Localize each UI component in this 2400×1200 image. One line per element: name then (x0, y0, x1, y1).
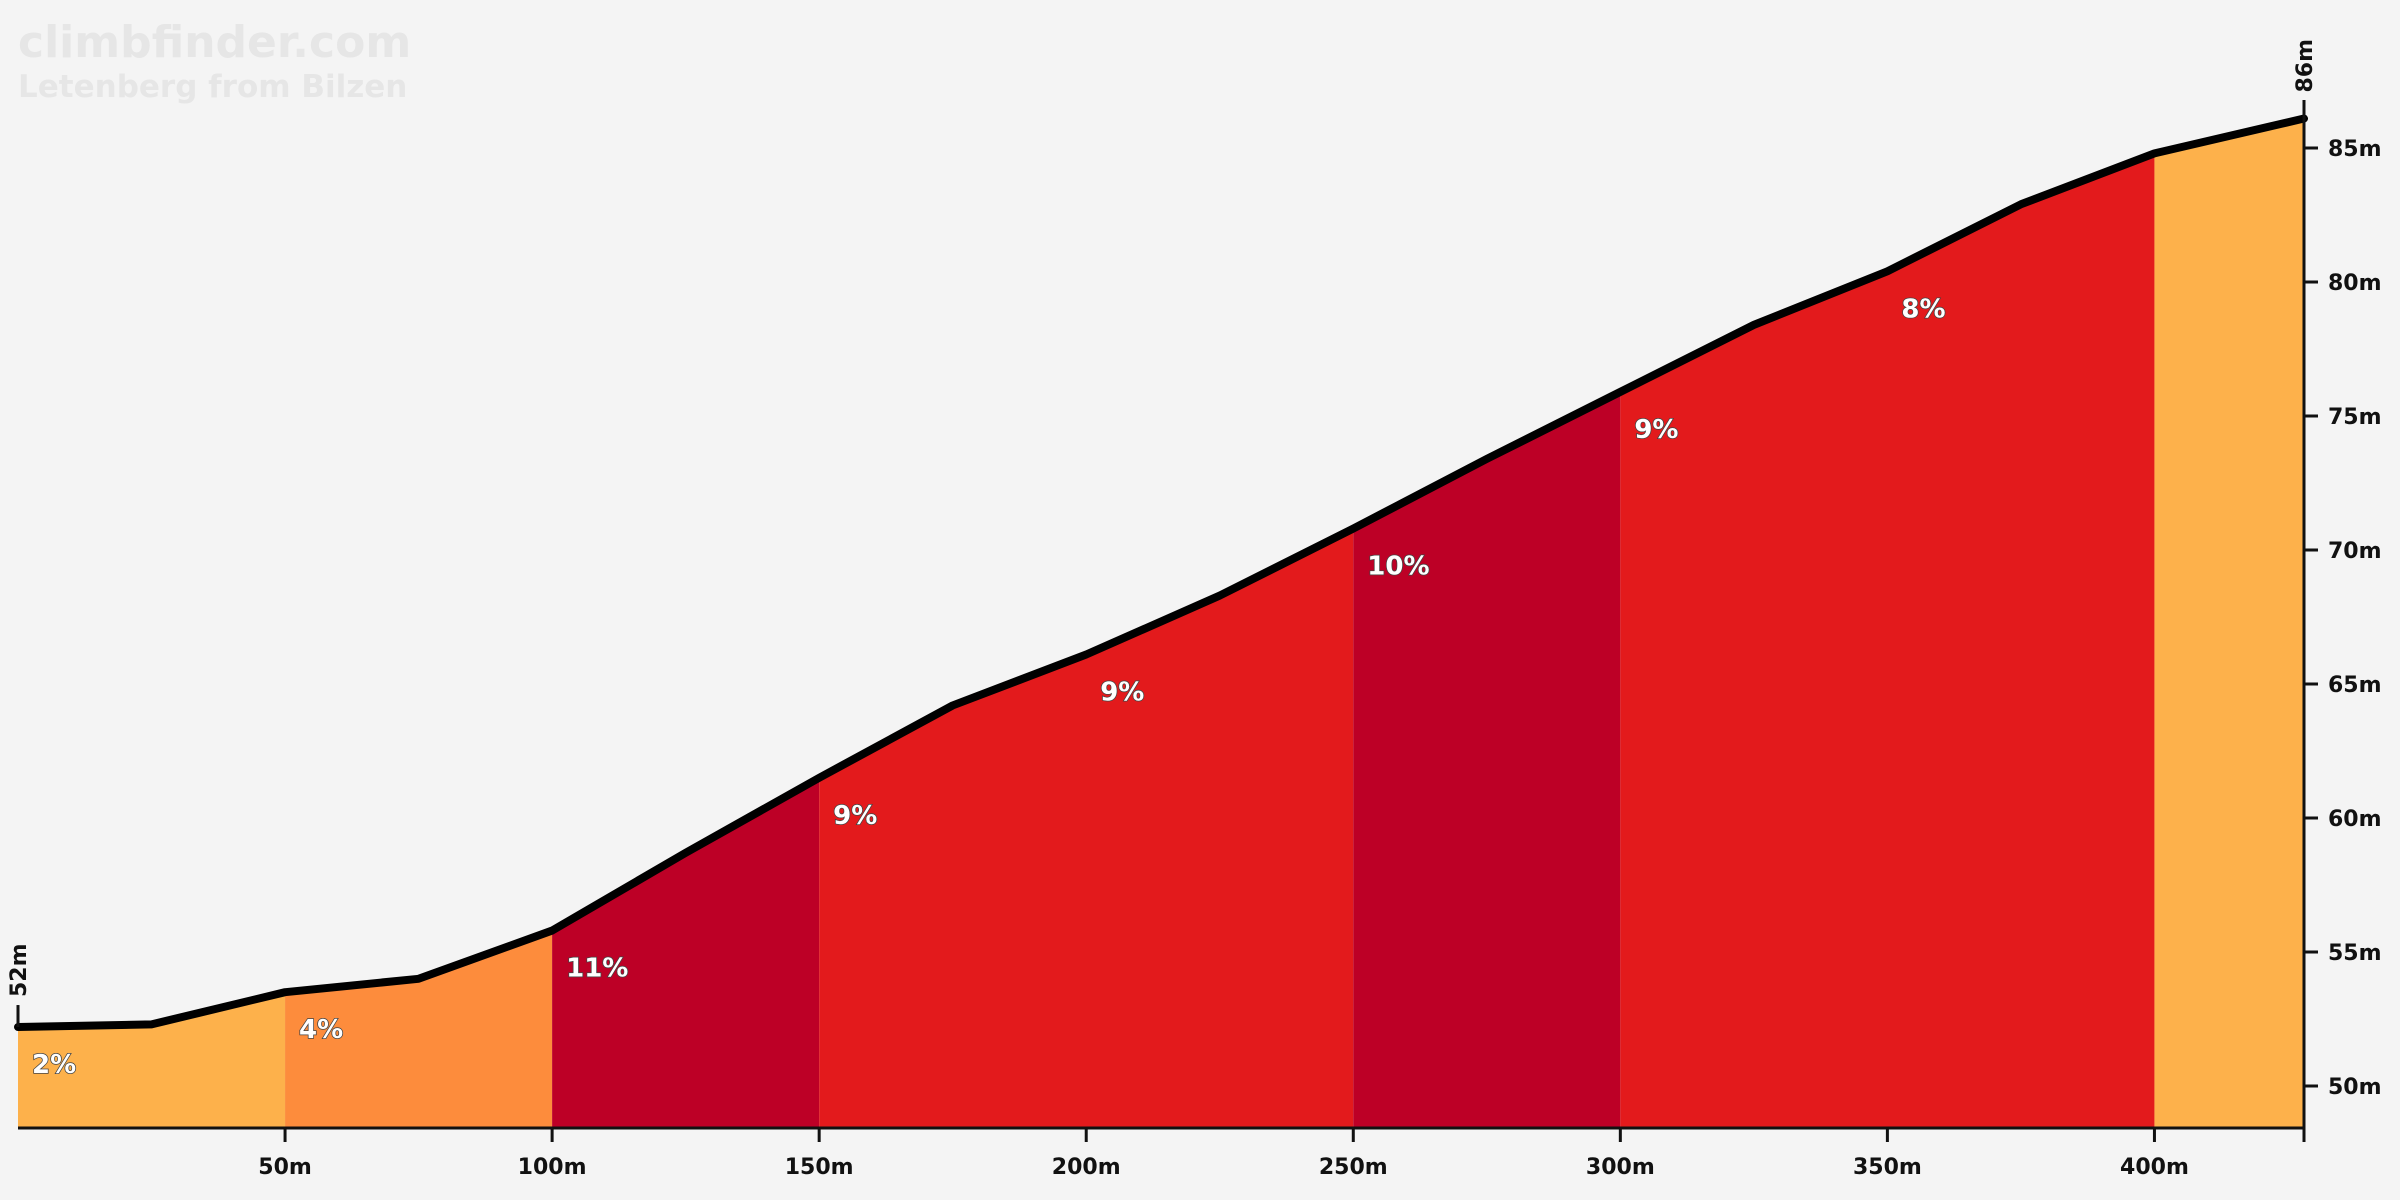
grade-segment-3 (552, 777, 820, 1128)
x-tick-label: 350m (1853, 1155, 1922, 1180)
y-tick-label: 60m (2328, 807, 2382, 832)
profile-line (14, 114, 2308, 1032)
profile-line-group (14, 114, 2308, 1032)
grade-label: 9% (1100, 678, 1144, 708)
y-tick-label: 80m (2328, 271, 2382, 296)
axes: 50m 100m 150m 200m 250m 300m 350m 400m 50m 55m 60m… (7, 39, 2382, 1180)
grade-segment-4 (819, 528, 1354, 1128)
grade-segment-2 (285, 930, 553, 1128)
grade-label: 9% (833, 801, 877, 831)
grade-label: 2% (32, 1050, 76, 1080)
grade-label: 4% (299, 1015, 343, 1045)
x-tick-label: 50m (258, 1155, 312, 1180)
grade-segment-5 (1353, 391, 1621, 1128)
x-tick-label: 300m (1586, 1155, 1655, 1180)
grade-segment-7 (2154, 118, 2304, 1128)
x-tick-label: 250m (1319, 1155, 1388, 1180)
grade-label: 8% (1901, 294, 1945, 324)
start-elevation-label: 52m (7, 943, 32, 997)
grade-segment-6 (1620, 153, 2155, 1129)
y-tick-label: 55m (2328, 941, 2382, 966)
x-tick-label: 200m (1052, 1155, 1121, 1180)
grade-label: 10% (1367, 552, 1429, 582)
y-tick-label: 65m (2328, 673, 2382, 698)
x-tick-label: 100m (518, 1155, 587, 1180)
x-tick-label: 150m (785, 1155, 854, 1180)
grade-label: 9% (1634, 415, 1678, 445)
end-elevation-label: 86m (2293, 39, 2318, 93)
y-tick-label: 70m (2328, 539, 2382, 564)
watermark-climb-name: Letenberg from Bilzen (18, 69, 407, 105)
y-tick-label: 50m (2328, 1075, 2382, 1100)
x-tick-label: 400m (2120, 1155, 2189, 1180)
y-tick-label: 75m (2328, 405, 2382, 430)
watermark-site: climbfinder.com (18, 17, 411, 68)
grade-segments (18, 118, 2304, 1129)
y-tick-label: 85m (2328, 137, 2382, 162)
grade-labels: 2% 4% 11% 9% 9% 10% 9% 8% (31, 294, 1946, 1081)
grade-label: 11% (566, 954, 628, 984)
